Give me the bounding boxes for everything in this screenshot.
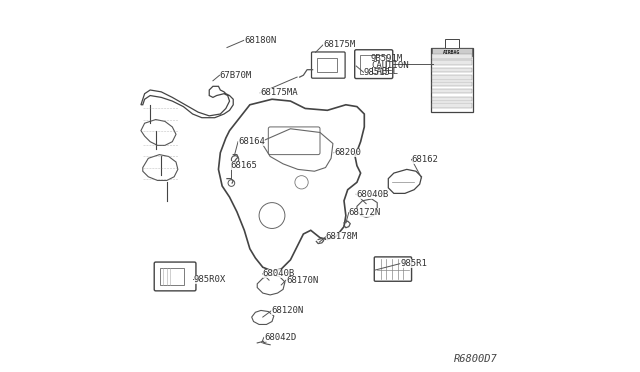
Bar bbox=[431, 103, 472, 108]
Text: 68162: 68162 bbox=[412, 155, 438, 164]
Bar bbox=[161, 268, 184, 285]
Bar bbox=[431, 75, 472, 80]
Bar bbox=[360, 55, 386, 74]
Text: AIRBAG: AIRBAG bbox=[443, 50, 460, 55]
Text: 68175M: 68175M bbox=[323, 41, 355, 49]
Text: CAUTION: CAUTION bbox=[371, 61, 408, 70]
Text: 68120N: 68120N bbox=[271, 306, 303, 315]
Text: 68040B: 68040B bbox=[356, 190, 388, 199]
Text: R6800D7: R6800D7 bbox=[454, 354, 497, 364]
Text: 68040B: 68040B bbox=[263, 269, 295, 278]
Text: 68170N: 68170N bbox=[286, 276, 318, 285]
Text: LABEL: LABEL bbox=[371, 67, 398, 76]
Text: 68172N: 68172N bbox=[349, 208, 381, 217]
Text: 67B70M: 67B70M bbox=[220, 71, 252, 80]
Bar bbox=[431, 48, 472, 56]
Text: 985R0X: 985R0X bbox=[194, 275, 226, 283]
Bar bbox=[431, 54, 472, 59]
Bar bbox=[445, 39, 459, 48]
Bar bbox=[431, 82, 472, 86]
Text: 985R1: 985R1 bbox=[401, 259, 428, 268]
Text: 68175MA: 68175MA bbox=[260, 89, 298, 97]
Text: 9B591M: 9B591M bbox=[371, 54, 403, 63]
Bar bbox=[431, 61, 472, 65]
Text: 68180N: 68180N bbox=[244, 36, 276, 45]
Text: 68042D: 68042D bbox=[264, 333, 296, 342]
Text: 68200: 68200 bbox=[334, 148, 361, 157]
Bar bbox=[317, 58, 337, 72]
Bar bbox=[431, 97, 472, 101]
Text: 68164: 68164 bbox=[238, 137, 265, 146]
Bar bbox=[431, 89, 472, 93]
Text: 98515: 98515 bbox=[364, 68, 390, 77]
Text: 68165: 68165 bbox=[230, 161, 257, 170]
Text: 68178M: 68178M bbox=[326, 232, 358, 241]
Bar bbox=[431, 68, 472, 72]
